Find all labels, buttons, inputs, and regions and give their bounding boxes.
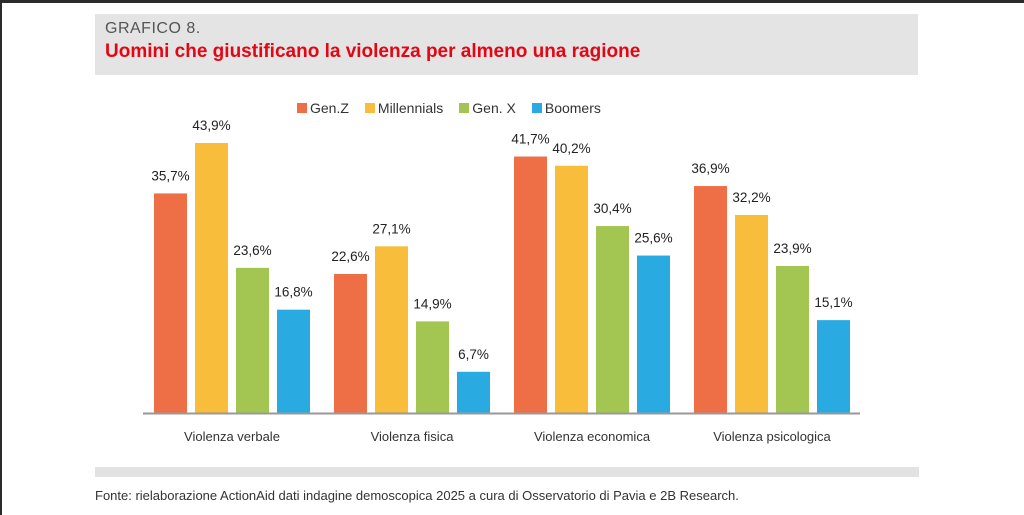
source-note: Fonte: rielaborazione ActionAid dati ind… [95, 488, 739, 503]
legend-item-genz: Gen.Z [297, 100, 349, 116]
x-tick-label: Violenza fisica [371, 429, 455, 444]
legend-label: Gen. X [472, 100, 516, 116]
bar [776, 266, 809, 413]
bar [416, 321, 449, 413]
data-label: 27,1% [372, 221, 410, 236]
legend-item-millennials: Millennials [364, 100, 444, 116]
bar [236, 267, 269, 413]
x-tick-label: Violenza psicologica [713, 429, 831, 444]
x-tick-label: Violenza verbale [184, 429, 280, 444]
data-label: 16,8% [274, 285, 312, 300]
data-label: 23,9% [773, 241, 811, 256]
bar [694, 186, 727, 413]
bar [735, 214, 768, 413]
bar [514, 156, 547, 413]
bar [375, 246, 408, 413]
legend-swatch [459, 103, 470, 113]
data-label: 23,6% [233, 243, 271, 258]
bar [555, 165, 588, 413]
data-label: 14,9% [413, 296, 451, 311]
chart-header: GRAFICO 8. Uomini che giustificano la vi… [95, 14, 918, 75]
legend-label: Boomers [544, 100, 601, 116]
x-tick-label: Violenza economica [534, 429, 651, 444]
legend-item-genx: Gen. X [459, 100, 516, 116]
chart-number: GRAFICO 8. [105, 20, 201, 37]
bar [195, 143, 228, 413]
legend-item-boomers: Boomers [531, 100, 601, 116]
bar [457, 371, 490, 413]
legend-label: Gen.Z [310, 100, 349, 116]
data-label: 32,2% [732, 190, 770, 205]
bar [154, 193, 187, 413]
data-label: 6,7% [458, 347, 489, 362]
legend-swatch [364, 103, 375, 113]
data-label: 41,7% [511, 132, 549, 147]
legend-swatch [297, 103, 307, 113]
bar [817, 320, 850, 413]
data-label: 36,9% [691, 161, 729, 176]
data-label: 43,9% [192, 118, 230, 133]
data-label: 35,7% [151, 168, 189, 183]
top-border [0, 0, 1024, 3]
legend: Gen.Z Millennials Gen. X Boomers [297, 100, 601, 116]
footer-bar [95, 467, 919, 477]
bar [334, 274, 367, 413]
data-label: 40,2% [552, 141, 590, 156]
left-border [0, 0, 2, 515]
data-label: 22,6% [331, 249, 369, 264]
data-label: 15,1% [814, 295, 852, 310]
chart-title: Uomini che giustificano la violenza per … [105, 41, 641, 62]
bar [277, 309, 310, 413]
data-label: 30,4% [593, 201, 631, 216]
bar [596, 226, 629, 413]
bar [637, 255, 670, 413]
legend-label: Millennials [377, 100, 444, 116]
data-label: 25,6% [634, 231, 672, 246]
legend-swatch [531, 103, 542, 113]
